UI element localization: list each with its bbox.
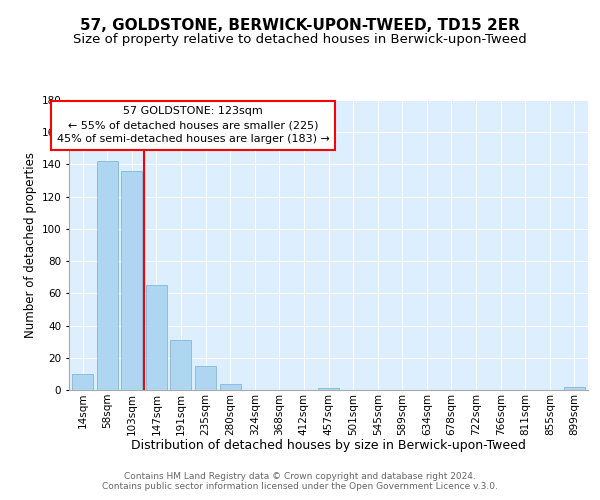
Y-axis label: Number of detached properties: Number of detached properties bbox=[25, 152, 37, 338]
Bar bbox=[564, 387, 585, 390]
Bar bbox=[170, 340, 191, 390]
X-axis label: Distribution of detached houses by size in Berwick-upon-Tweed: Distribution of detached houses by size … bbox=[131, 439, 526, 452]
Text: 57 GOLDSTONE: 123sqm
← 55% of detached houses are smaller (225)
45% of semi-deta: 57 GOLDSTONE: 123sqm ← 55% of detached h… bbox=[57, 106, 329, 144]
Text: 57, GOLDSTONE, BERWICK-UPON-TWEED, TD15 2ER: 57, GOLDSTONE, BERWICK-UPON-TWEED, TD15 … bbox=[80, 18, 520, 32]
Bar bbox=[318, 388, 339, 390]
Bar bbox=[146, 286, 167, 390]
Bar bbox=[121, 171, 142, 390]
Bar bbox=[72, 374, 93, 390]
Bar bbox=[97, 161, 118, 390]
Text: Size of property relative to detached houses in Berwick-upon-Tweed: Size of property relative to detached ho… bbox=[73, 32, 527, 46]
Text: Contains public sector information licensed under the Open Government Licence v.: Contains public sector information licen… bbox=[102, 482, 498, 491]
Text: Contains HM Land Registry data © Crown copyright and database right 2024.: Contains HM Land Registry data © Crown c… bbox=[124, 472, 476, 481]
Bar bbox=[220, 384, 241, 390]
Bar bbox=[195, 366, 216, 390]
